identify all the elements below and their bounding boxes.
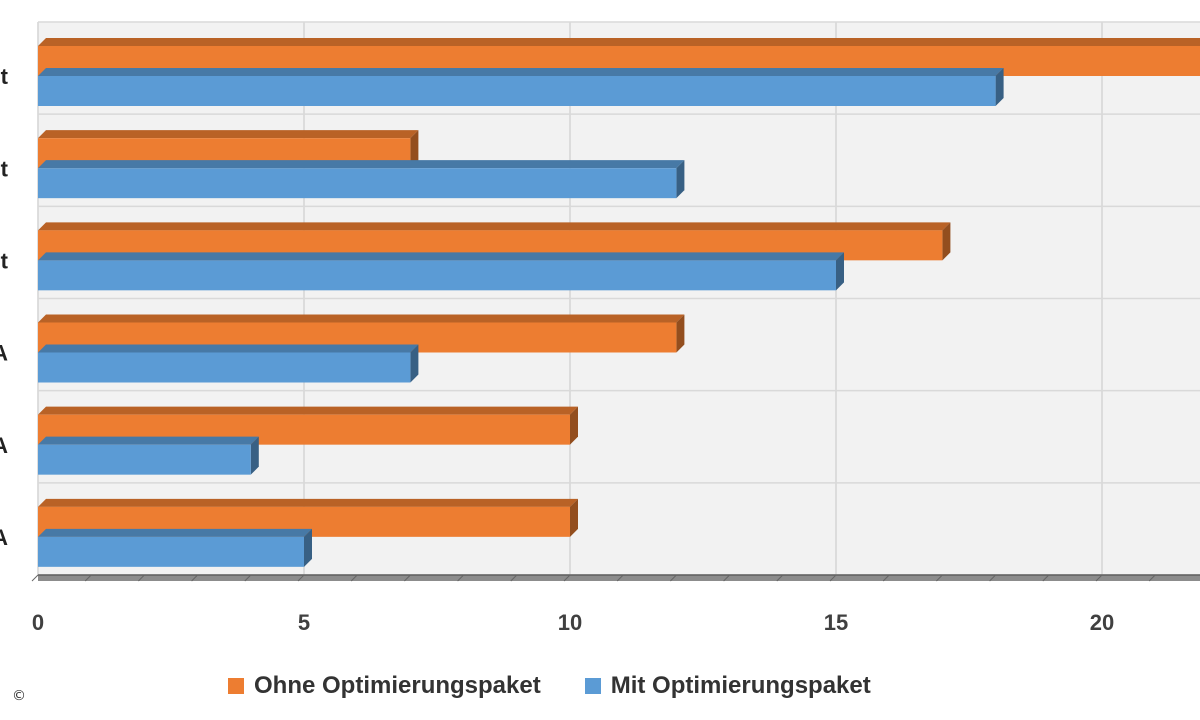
floor-tick-10	[563, 574, 571, 582]
bar-side-0-2	[676, 314, 685, 353]
floor-tick-9	[510, 574, 518, 582]
bar-1-2	[38, 352, 411, 383]
floor-tick-11	[616, 574, 624, 582]
category-label-0: A	[0, 525, 8, 550]
floor-tick-14	[776, 574, 784, 582]
category-label-1: A	[0, 433, 8, 458]
floor-tick-13	[723, 574, 730, 582]
x-tick-label-0: 0	[32, 610, 44, 635]
bar-side-0-0	[570, 498, 578, 537]
bar-side-1-1	[250, 436, 259, 475]
legend-label-ohne: Ohne Optimierungspaket	[254, 672, 541, 699]
floor-tick-2	[138, 574, 145, 582]
bar-1-4	[38, 168, 677, 199]
bar-top-1-5	[38, 68, 1004, 76]
category-label-4: t	[1, 156, 9, 181]
floor-tick-5	[297, 574, 305, 582]
bar-side-0-4	[410, 130, 419, 169]
floor-tick-15	[829, 574, 837, 582]
legend-swatch-ohne	[228, 678, 244, 694]
bar-top-0-4	[38, 130, 419, 139]
floor-tick-7	[404, 574, 411, 582]
bar-top-0-1	[38, 406, 578, 415]
bar-top-0-2	[38, 314, 685, 323]
bar-side-0-3	[942, 222, 951, 261]
category-label-5: t	[1, 64, 9, 89]
floor-tick-0	[31, 574, 39, 582]
bar-side-1-3	[836, 252, 844, 291]
floor-tick-16	[882, 574, 890, 582]
category-label-2: A	[0, 341, 8, 366]
legend-item-ohne: Ohne Optimierungspaket	[228, 672, 541, 700]
axis-floor	[38, 575, 1200, 581]
floor-tick-20	[1095, 574, 1103, 582]
bar-top-1-0	[38, 528, 312, 537]
bar-1-5	[38, 76, 996, 106]
bar-top-0-5	[38, 38, 1200, 46]
floor-tick-1	[84, 574, 92, 582]
bar-top-0-0	[38, 498, 578, 507]
floor-tick-19	[1042, 574, 1050, 582]
bar-top-0-3	[38, 222, 951, 231]
floor-tick-21	[1148, 574, 1156, 582]
floor-tick-12	[670, 574, 677, 582]
bar-top-1-3	[38, 252, 844, 261]
bar-top-1-2	[38, 344, 419, 353]
bar-1-0	[38, 536, 304, 567]
bar-side-1-2	[410, 344, 419, 383]
bar-top-1-4	[38, 160, 685, 169]
x-tick-label-3: 15	[824, 610, 848, 635]
bar-side-0-1	[570, 406, 578, 445]
bar-top-1-1	[38, 436, 259, 445]
bar-1-3	[38, 260, 836, 291]
floor-tick-17	[936, 574, 943, 582]
legend-item-mit: Mit Optimierungspaket	[584, 672, 871, 700]
floor-tick-8	[457, 574, 464, 582]
legend-swatch-mit	[584, 678, 601, 694]
legend: Ohne Optimierungspaket Mit Optimierungsp…	[228, 668, 871, 704]
floor-tick-18	[989, 574, 996, 582]
bar-side-1-4	[676, 160, 685, 199]
floor-tick-3	[191, 574, 198, 582]
floor-tick-6	[350, 574, 358, 582]
floor-tick-4	[244, 574, 252, 582]
bar-1-1	[38, 444, 251, 475]
legend-label-mit: Mit Optimierungspaket	[610, 672, 871, 699]
x-tick-label-1: 5	[298, 610, 310, 635]
category-label-3: t	[1, 248, 9, 273]
x-tick-label-4: 20	[1090, 610, 1114, 635]
bar-side-1-0	[304, 528, 312, 567]
copyright-mark: ©	[12, 688, 26, 704]
x-tick-label-2: 10	[558, 610, 582, 635]
bar-side-1-5	[995, 68, 1004, 106]
